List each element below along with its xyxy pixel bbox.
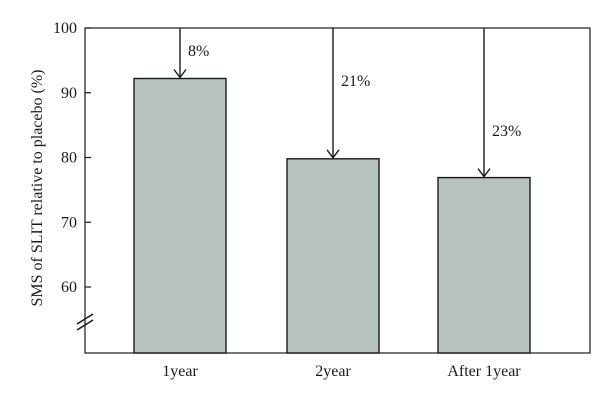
bar: [437, 176, 531, 354]
reduction-annotation: 23%: [492, 123, 521, 140]
reduction-annotation: 8%: [188, 43, 209, 60]
reduction-annotation: 21%: [341, 73, 370, 90]
x-category-label: After 1year: [447, 363, 521, 380]
x-axis-labels: 1year 2year After 1year: [162, 363, 521, 380]
y-tick-label: 80: [61, 150, 77, 167]
y-axis-title: SMS of SLIT relative to placebo (%): [29, 70, 46, 307]
reduction-arrow-head: [477, 168, 491, 178]
reduction-arrow-head: [173, 69, 187, 79]
y-axis-ticks: 60 70 80 90 100: [53, 20, 91, 296]
bar: [133, 77, 227, 354]
x-category-label: 1year: [162, 363, 198, 380]
y-tick-label: 70: [61, 214, 77, 231]
reduction-arrows: 8% 21% 23%: [173, 28, 521, 178]
axis-break-mark: [76, 313, 94, 331]
bar: [286, 158, 380, 354]
bars: [133, 77, 531, 354]
y-tick-label: 60: [61, 279, 77, 296]
x-category-label: 2year: [315, 363, 351, 380]
reduction-arrow-head: [326, 149, 340, 159]
y-tick-label: 100: [53, 20, 77, 37]
y-tick-label: 90: [61, 85, 77, 102]
